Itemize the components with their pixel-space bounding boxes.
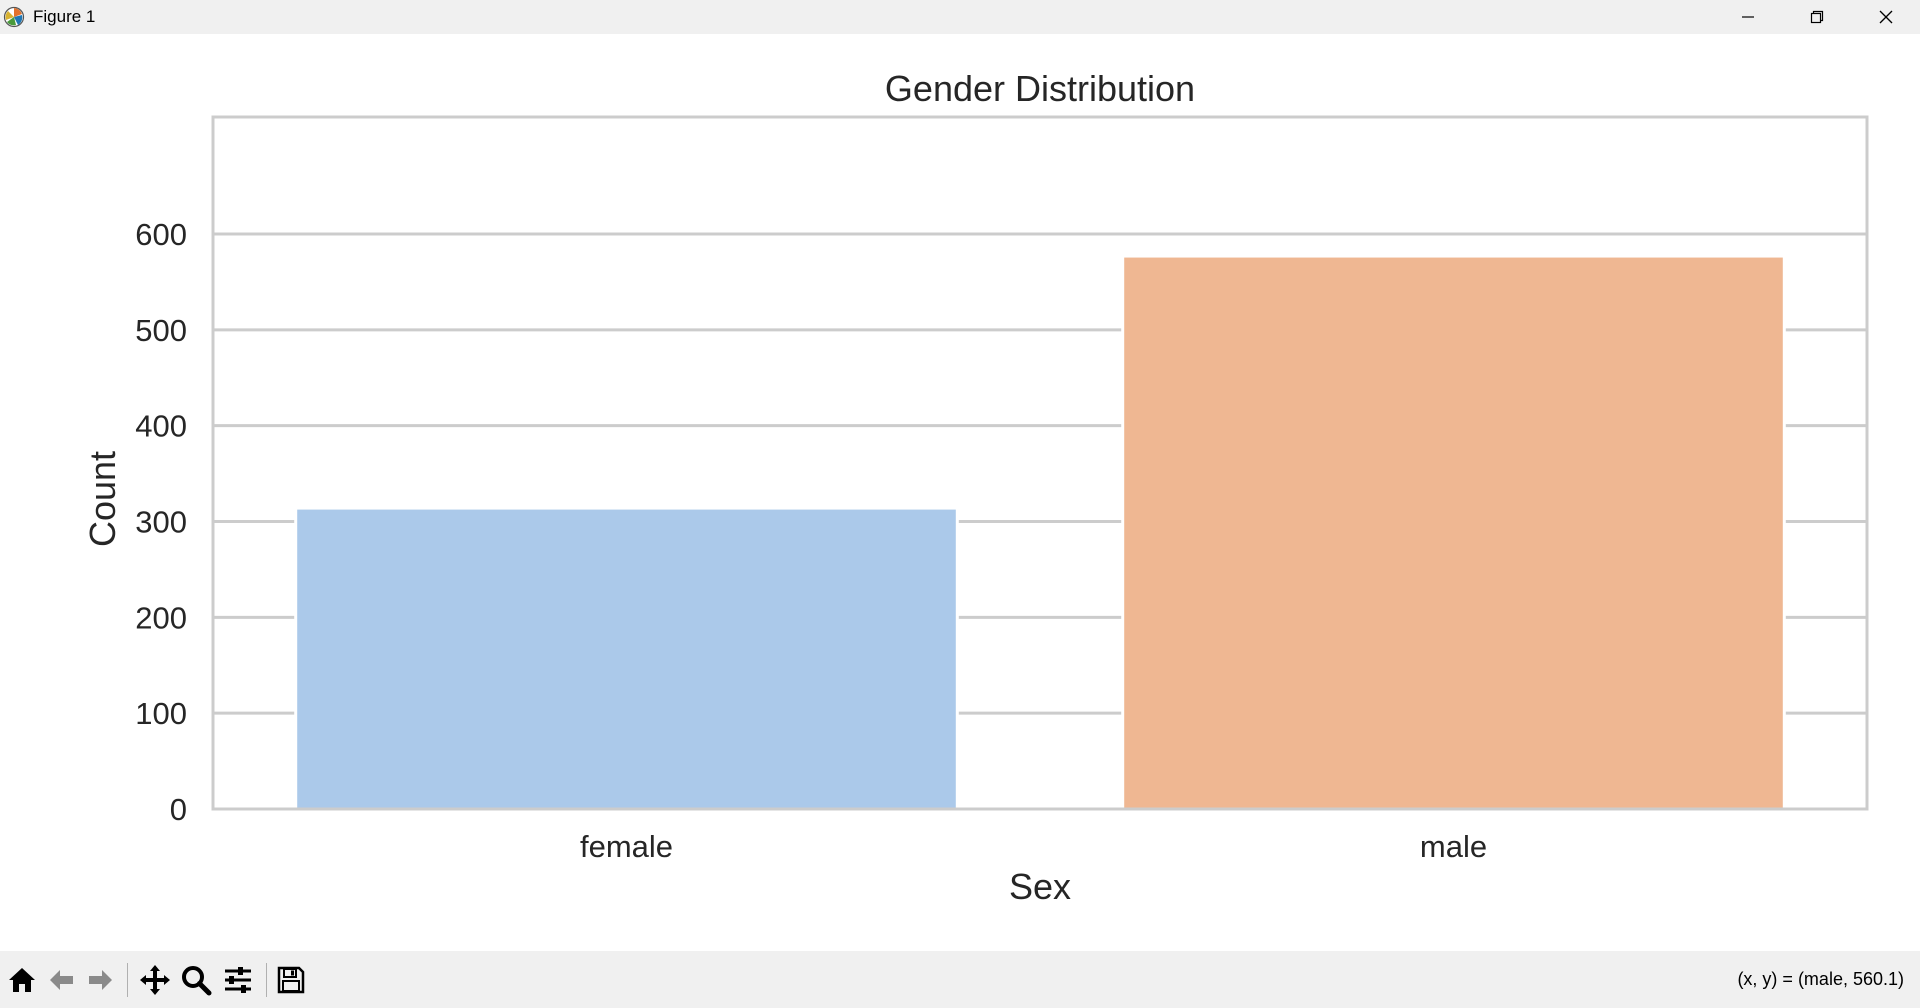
y-tick-label: 500 [135, 313, 187, 348]
close-button[interactable] [1851, 0, 1920, 34]
figure-canvas[interactable]: 0 100 200 300 400 500 600 female male Gender Di… [0, 34, 1920, 951]
minimize-button[interactable] [1713, 0, 1782, 34]
y-tick-label: 300 [135, 505, 187, 540]
zoom-button[interactable] [180, 964, 212, 996]
x-axis-label: Sex [1009, 866, 1071, 907]
y-tick-label: 400 [135, 409, 187, 444]
bar-chart: 0 100 200 300 400 500 600 female male Gender Di… [82, 68, 1869, 907]
axes-frame [211, 115, 1869, 811]
window-titlebar: Figure 1 [0, 0, 1920, 34]
configure-subplots-icon [225, 967, 251, 993]
back-button[interactable] [45, 964, 77, 996]
bar-female [294, 506, 959, 811]
y-tick-label: 600 [135, 217, 187, 252]
bar-male [1121, 254, 1786, 811]
y-axis-label: Count [82, 451, 123, 547]
save-button[interactable] [275, 964, 307, 996]
pan-icon [140, 965, 170, 995]
restore-icon [1810, 10, 1823, 24]
x-tick-label-male: male [1420, 829, 1487, 864]
x-tick-label-female: female [580, 829, 673, 864]
close-icon [1879, 10, 1892, 24]
chart-title: Gender Distribution [885, 68, 1195, 109]
back-icon [50, 970, 73, 990]
y-tick-label: 200 [135, 600, 187, 635]
cursor-coordinates: (x, y) = (male, 560.1) [1737, 969, 1904, 989]
minimize-icon [1741, 16, 1754, 18]
configure-subplots-button[interactable] [222, 964, 254, 996]
navigation-toolbar: (x, y) = (male, 560.1) [0, 951, 1920, 1008]
pan-button[interactable] [139, 964, 171, 996]
window-title: Figure 1 [33, 7, 96, 26]
forward-button[interactable] [85, 964, 117, 996]
restore-button[interactable] [1782, 0, 1851, 34]
forward-icon [89, 970, 112, 990]
save-icon [277, 966, 305, 994]
home-icon [9, 968, 35, 992]
window-controls [1713, 0, 1920, 34]
y-tick-label: 100 [135, 696, 187, 731]
zoom-icon [182, 966, 212, 996]
matplotlib-logo-icon [3, 6, 25, 28]
home-button[interactable] [6, 964, 38, 996]
toolbar-separator [127, 963, 128, 997]
y-tick-label: 0 [170, 792, 187, 827]
toolbar-separator [266, 963, 267, 997]
